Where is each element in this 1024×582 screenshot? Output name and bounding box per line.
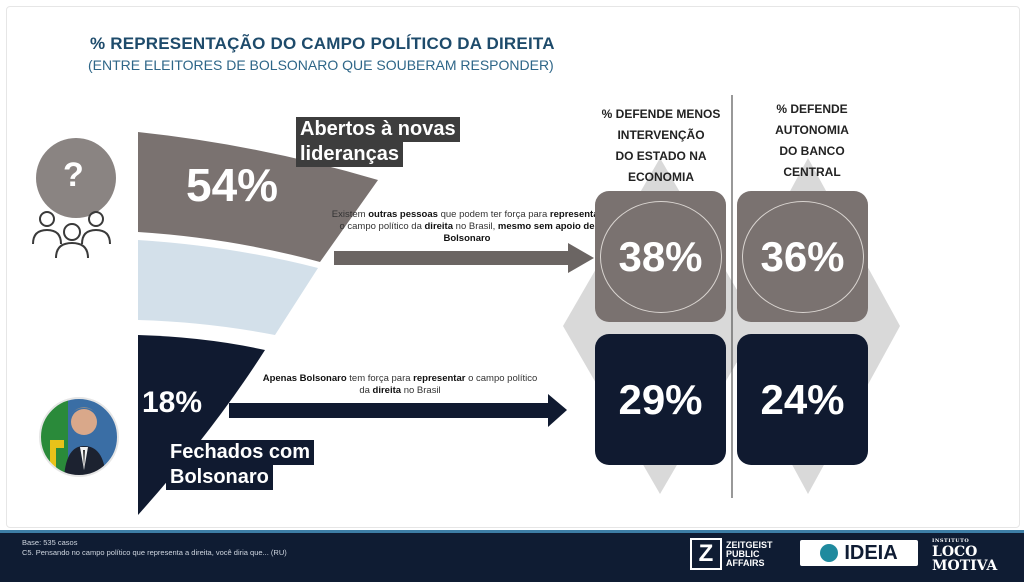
closed-label-2: Bolsonaro bbox=[166, 465, 273, 490]
value-closed-banco: 24% bbox=[760, 375, 845, 423]
footer-notes: Base: 535 casos C5. Pensando no campo po… bbox=[22, 538, 287, 558]
note-open-part: representar bbox=[549, 209, 603, 220]
ideia-logo: IDEIA bbox=[800, 540, 918, 566]
arrow-open bbox=[334, 243, 594, 273]
value-closed-intervencao: 29% bbox=[618, 375, 703, 423]
zeitgeist-logo-line: AFFAIRS bbox=[726, 557, 765, 568]
note-open-part: outras pessoas bbox=[368, 209, 438, 220]
zeitgeist-logo-text: ZEITGEIST PUBLIC AFFAIRS bbox=[726, 539, 773, 568]
note-closed-part: o campo político da bbox=[359, 373, 538, 396]
value-open-intervencao: 38% bbox=[618, 232, 703, 280]
bolsonaro-avatar bbox=[39, 397, 119, 477]
note-open-part: mesmo sem apoio de Bolsonaro bbox=[443, 221, 595, 244]
value-box-closed-intervencao: 29% bbox=[595, 334, 726, 465]
footer-question: C5. Pensando no campo político que repre… bbox=[22, 548, 287, 557]
locomotiva-logo: INSTITUTO LOCO MOTIVA bbox=[932, 538, 997, 573]
note-closed-part: no Brasil bbox=[401, 385, 441, 396]
value-box-open-banco: 36% bbox=[737, 191, 868, 322]
zeitgeist-logo: Z ZEITGEIST PUBLIC AFFAIRS bbox=[690, 538, 773, 570]
column-header-line: % DEFENDE bbox=[776, 102, 848, 116]
arrow-closed bbox=[229, 394, 567, 427]
question-mark-glyph: ? bbox=[63, 156, 84, 194]
page-subtitle: (ENTRE ELEITORES DE BOLSONARO QUE SOUBER… bbox=[88, 57, 554, 73]
open-label-line2: lideranças bbox=[300, 143, 399, 165]
value-open-banco: 36% bbox=[760, 232, 845, 280]
footer-base: Base: 535 casos bbox=[22, 538, 78, 547]
note-open-part: o campo político da bbox=[339, 221, 425, 232]
note-open-part: Existem bbox=[331, 209, 369, 220]
note-open-part: direita bbox=[424, 221, 454, 232]
column-header-line: % DEFENDE MENOS bbox=[601, 107, 721, 121]
locomotiva-logo-line1: LOCO bbox=[932, 544, 978, 560]
value-box-open-intervencao: 38% bbox=[595, 191, 726, 322]
column-header-line: CENTRAL bbox=[783, 165, 841, 179]
note-closed-part: tem força para bbox=[346, 373, 414, 384]
ideia-logo-icon bbox=[820, 544, 839, 562]
value-box-closed-banco: 24% bbox=[737, 334, 868, 465]
note-closed-part: Apenas Bolsonaro bbox=[262, 373, 347, 384]
undecided-people-icon bbox=[32, 138, 116, 259]
column-header-banco-central: % DEFENDE AUTONOMIA DO BANCO CENTRAL bbox=[744, 99, 880, 183]
open-label-2: lideranças bbox=[296, 142, 403, 167]
column-header-line: INTERVENÇÃO bbox=[617, 128, 705, 142]
column-header-line: AUTONOMIA bbox=[775, 123, 849, 137]
note-open-part: no Brasil, bbox=[453, 221, 498, 232]
column-header-intervencao: % DEFENDE MENOS INTERVENÇÃO DO ESTADO NA… bbox=[586, 104, 736, 188]
page-title: % REPRESENTAÇÃO DO CAMPO POLÍTICO DA DIR… bbox=[90, 34, 555, 53]
zeitgeist-logo-line: PUBLIC bbox=[726, 548, 760, 559]
closed-note: Apenas Bolsonaro tem força para represen… bbox=[262, 373, 538, 397]
zeitgeist-logo-line: ZEITGEIST bbox=[726, 539, 773, 550]
note-closed-part: representar bbox=[413, 373, 466, 384]
open-percent: 54% bbox=[186, 159, 279, 211]
column-header-line: DO BANCO bbox=[779, 144, 845, 158]
segment-middle bbox=[138, 240, 318, 335]
ideia-logo-text: IDEIA bbox=[844, 541, 898, 564]
open-label-line1: Abertos à novas bbox=[300, 118, 456, 140]
column-header-line: DO ESTADO NA bbox=[615, 149, 707, 163]
box-ring bbox=[741, 200, 864, 313]
locomotiva-logo-small: INSTITUTO bbox=[932, 538, 970, 544]
closed-label-line1: Fechados com bbox=[170, 441, 311, 463]
closed-label: Fechados com bbox=[166, 440, 315, 465]
open-label: Abertos à novas bbox=[296, 117, 460, 142]
closed-label-line2: Bolsonaro bbox=[170, 466, 269, 488]
note-open-part: que podem ter força para bbox=[437, 209, 550, 220]
open-note: Existem outras pessoas que podem ter for… bbox=[330, 209, 604, 245]
box-ring bbox=[599, 200, 722, 313]
note-closed-part: direita bbox=[372, 385, 402, 396]
locomotiva-logo-line2: MOTIVA bbox=[932, 558, 998, 574]
column-header-line: ECONOMIA bbox=[628, 170, 694, 184]
closed-percent: 18% bbox=[142, 386, 203, 419]
zeitgeist-logo-mark: Z bbox=[690, 538, 722, 570]
